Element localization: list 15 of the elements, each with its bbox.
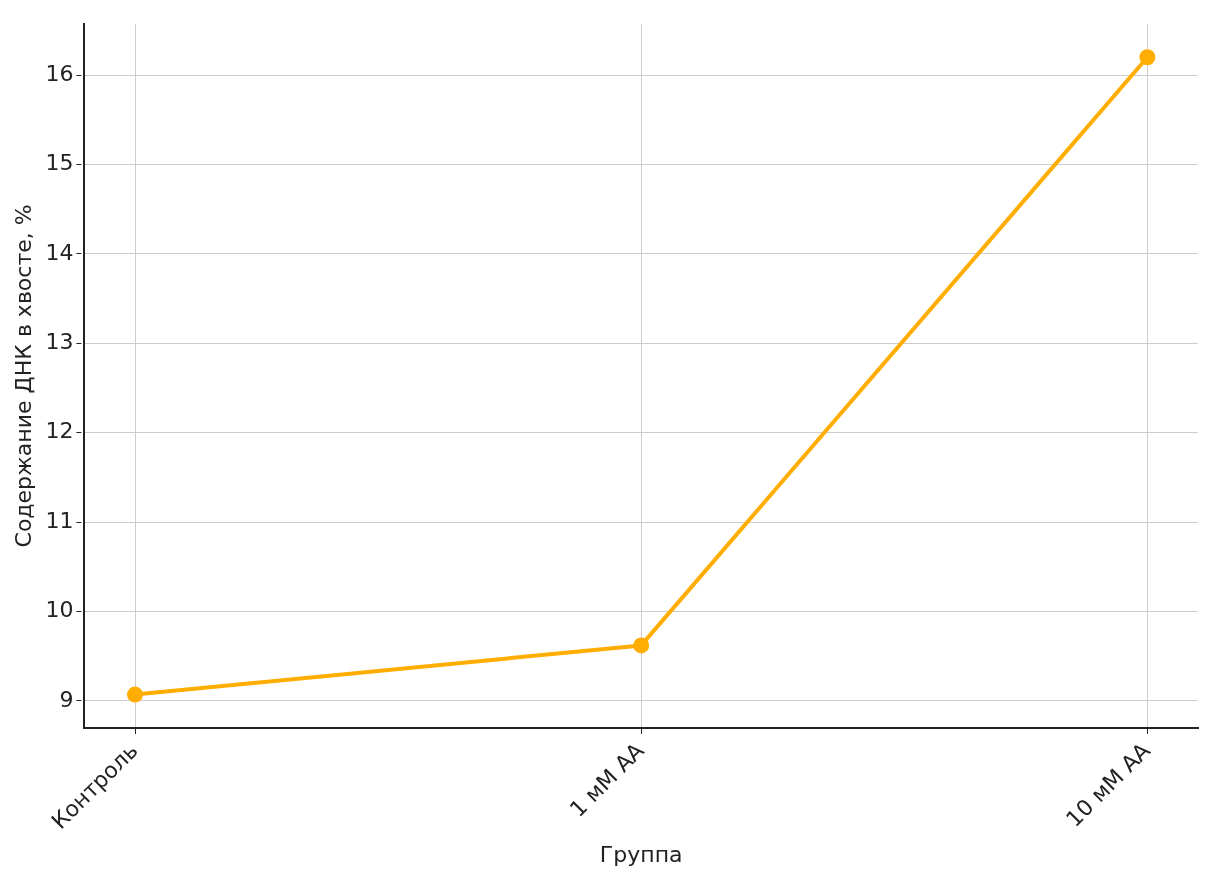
- x-tick-label: 1 мМ АА: [564, 737, 649, 822]
- y-tick-label: 12: [45, 418, 74, 444]
- y-tick-label: 16: [45, 60, 74, 86]
- x-tick-label: 10 мМ АА: [1061, 737, 1155, 832]
- y-tick-label: 10: [45, 597, 74, 623]
- y-tick-label: 11: [45, 507, 74, 533]
- x-axis-title: Группа: [599, 841, 683, 867]
- y-axis-title: Содержание ДНК в хвосте, %: [10, 204, 36, 548]
- point: [633, 637, 650, 654]
- y-tick-label: 14: [45, 239, 74, 265]
- y-tick-label: 13: [45, 329, 74, 355]
- point: [127, 686, 144, 703]
- point: [1139, 49, 1156, 66]
- y-tick-label: 15: [45, 150, 74, 176]
- y-tick-label: 9: [59, 686, 74, 712]
